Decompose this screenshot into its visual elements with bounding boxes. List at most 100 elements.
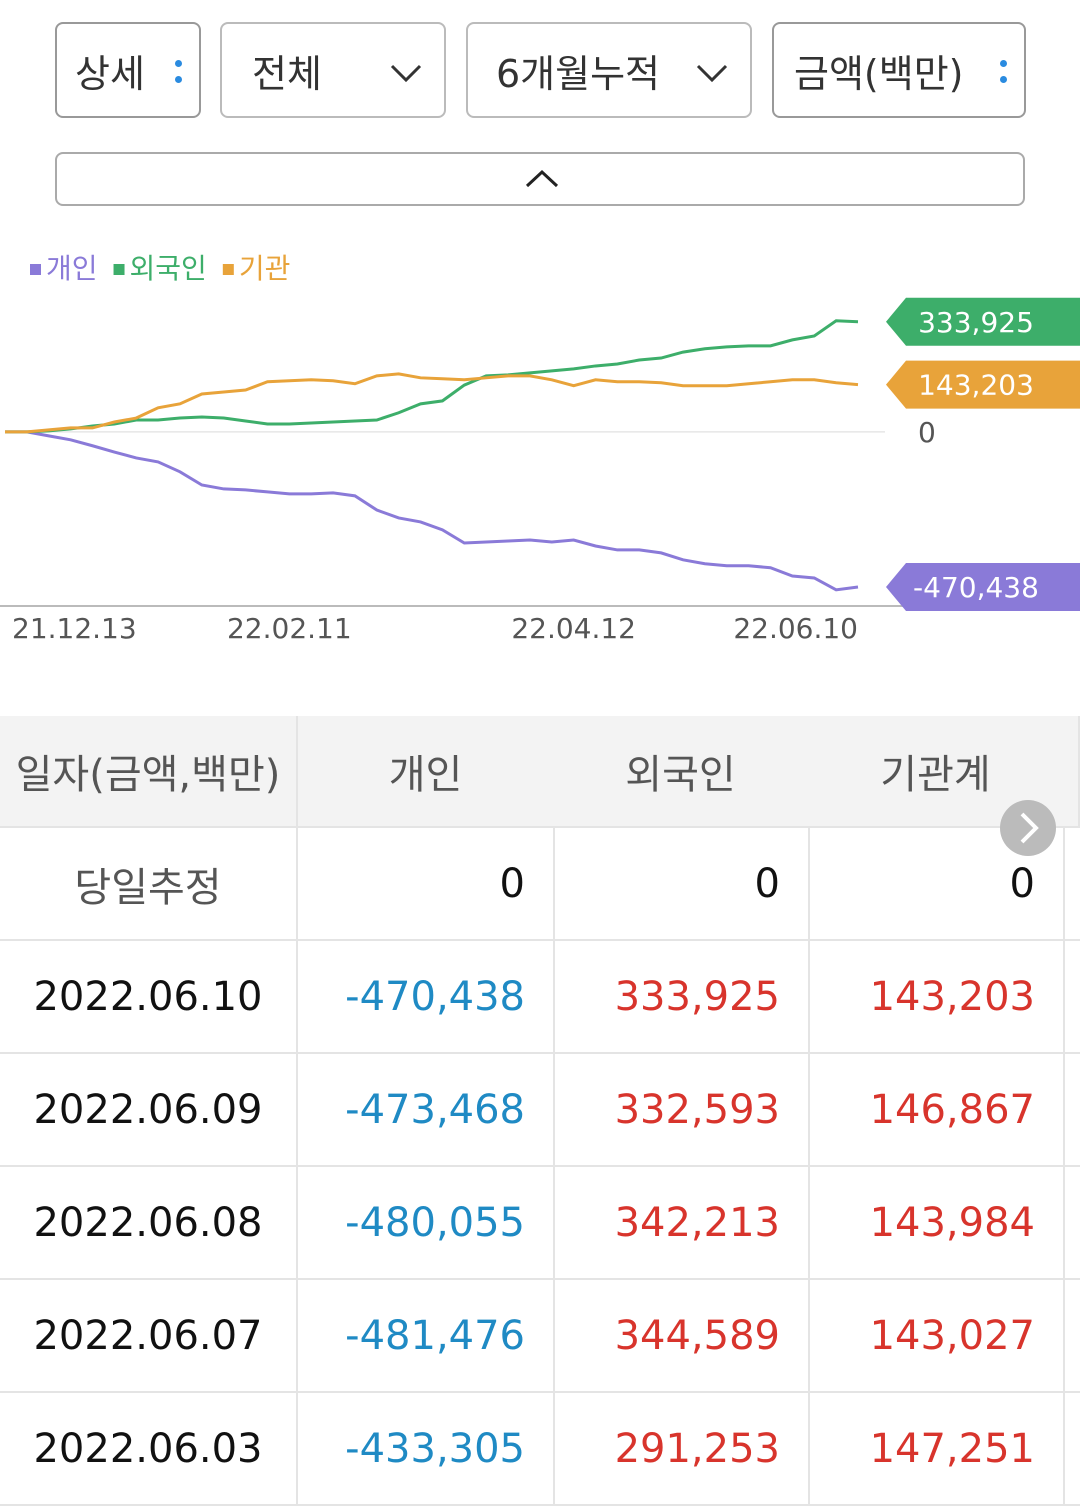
cell-value: 333,925 [614,973,780,1020]
legend-label: 기관 [239,252,291,285]
cell-value: -470,438 [345,973,525,1020]
end-value-tag [886,563,1080,612]
table-cell: -481,476 [298,1280,555,1391]
column-header: 기관계 [880,752,991,798]
cell-value: 143,203 [869,973,1035,1020]
table-cell: 2022.06.07 [0,1280,298,1391]
dropdown[interactable]: 전체 [220,22,446,118]
scroll-right-button[interactable] [1000,800,1056,856]
table-cell: 0 [808,828,1065,939]
dropdown-label: 상세 [75,51,145,96]
chart: 개인 외국인 기관 0 21.12.13 22.02.11 22.04.12 22.06.10… [0,252,1080,645]
end-value-label: 333,925 [918,306,1034,339]
cell-value: 143,027 [869,1312,1035,1359]
end-value-label: -470,438 [913,571,1039,604]
cell-value: 143,984 [869,1199,1035,1246]
table-cell: 0 [298,828,555,939]
cell-value: 146,867 [869,1086,1035,1133]
table-cell [1063,1167,1080,1278]
table-row: 2022.06.08 -480,055 342,213 143,984 [0,1167,1080,1280]
table-cell [1063,828,1080,939]
series-line [5,430,859,592]
end-value-tag [886,360,1080,409]
dropdown[interactable]: 6개월누적 [466,22,752,118]
cell-value: 2022.06.10 [33,973,263,1020]
cell-value: 2022.06.07 [33,1312,263,1359]
icon [175,60,182,92]
cell-value: 147,251 [869,1425,1035,1472]
table-header: 일자(금액,백만) 개인 외국인 기관계 [0,716,1080,828]
table-cell: -473,468 [298,1054,555,1165]
icon [1000,60,1007,92]
icon [525,169,559,188]
table-cell [1063,941,1080,1052]
cell-value: 2022.06.03 [33,1425,263,1472]
cell-value: 0 [499,860,525,907]
table-row: 2022.06.03 -433,305 291,253 147,251 [0,1393,1080,1506]
table-cell: -480,055 [298,1167,555,1278]
table-cell: 147,251 [808,1393,1065,1504]
cell-value: 0 [1009,860,1035,907]
end-value-tag [886,297,1080,346]
cell-value: 2022.06.09 [33,1086,263,1133]
table-cell: 291,253 [553,1393,810,1504]
table-cell: 외국인 [553,716,810,826]
legend-swatch [222,264,234,275]
series-line [5,372,859,434]
collapse-button[interactable] [55,152,1025,206]
table-cell: 2022.06.03 [0,1393,298,1504]
cell-value: 344,589 [614,1312,780,1359]
table-cell: 2022.06.09 [0,1054,298,1165]
table-row: 2022.06.09 -473,468 332,593 146,867 [0,1054,1080,1167]
table-cell: -433,305 [298,1393,555,1504]
column-header: 외국인 [625,752,736,798]
table-cell: 143,203 [808,941,1065,1052]
cell-value: 0 [754,860,780,907]
table-cell: 146,867 [808,1054,1065,1165]
series-line [5,319,859,434]
icon [390,64,422,83]
cell-value: 당일추정 [74,864,222,911]
x-tick-label: 22.04.12 [511,612,636,645]
table-row: 당일추정 0 0 0 [0,828,1080,941]
column-header: 개인 [388,752,463,798]
dropdown-label: 6개월누적 [496,51,661,96]
table-cell: -470,438 [298,941,555,1052]
legend-label: 외국인 [130,252,207,285]
table-cell [1063,1393,1080,1504]
table-cell: 332,593 [553,1054,810,1165]
y-tick-label: 0 [918,416,936,449]
table-cell: 당일추정 [0,828,298,939]
table-row: 2022.06.10 -470,438 333,925 143,203 [0,941,1080,1054]
dropdown[interactable]: 상세 [55,22,201,118]
x-tick-label: 22.02.11 [227,612,352,645]
icon [696,64,728,83]
cell-value: -433,305 [345,1425,525,1472]
table-cell: 개인 [298,716,555,826]
cell-value: 342,213 [614,1199,780,1246]
table-cell [1063,1054,1080,1165]
cell-value: 291,253 [614,1425,780,1472]
table-row: 2022.06.07 -481,476 344,589 143,027 [0,1280,1080,1393]
table-cell: 344,589 [553,1280,810,1391]
cell-value: -480,055 [345,1199,525,1246]
table-cell: 143,027 [808,1280,1065,1391]
x-tick-label: 21.12.13 [12,612,137,645]
table-cell: 0 [553,828,810,939]
table-cell: 342,213 [553,1167,810,1278]
table-cell [1063,716,1080,826]
table-cell: 333,925 [553,941,810,1052]
cell-value: -481,476 [345,1312,525,1359]
table-cell: 일자(금액,백만) [0,716,298,826]
table-cell: 2022.06.10 [0,941,298,1052]
legend-swatch [113,264,125,275]
legend-label: 개인 [46,252,98,285]
column-header: 일자(금액,백만) [15,752,281,798]
end-value-label: 143,203 [918,369,1034,402]
cell-value: 332,593 [614,1086,780,1133]
x-tick-label: 22.06.10 [733,612,858,645]
dropdown[interactable]: 금액(백만) [772,22,1026,118]
dropdown-label: 전체 [252,51,322,96]
dropdown-label: 금액(백만) [794,51,964,96]
